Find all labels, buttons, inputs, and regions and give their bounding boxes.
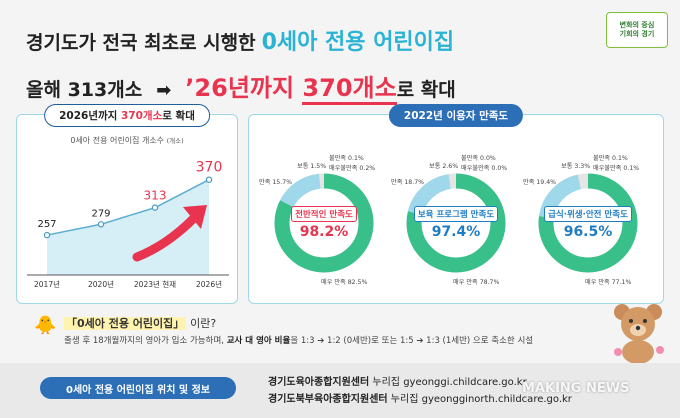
chart-point [97,221,105,228]
link1-url: gyeonggi.childcare.go.kr [403,377,527,388]
link2-label: 누리집 [390,394,419,405]
definition-title-rest: 이란? [190,317,217,330]
link2-url: gyeongginorth.childcare.go.kr [421,394,572,405]
satisfaction-card: 2022년 이용자 만족도 전반적인 만족도 98.2% 매우불만족 0.2% 불만족… [248,104,664,304]
donut-annotation: 만족 18.7% [391,179,425,186]
link-gyeonggi[interactable]: 경기도육아종합지원센터 누리집 gyeonggi.childcare.go.kr [268,373,527,388]
headline-big-year: ’26년까지 [185,74,295,102]
link1-name: 경기도육아종합지원센터 [268,377,370,388]
donut-annotation: 불만족 0.1% [593,155,628,162]
chart-data-label: 313 [144,189,167,203]
headline-line1-prefix: 경기도가 전국 최초로 시행한 [26,32,256,54]
donut-percent: 96.5% [563,224,613,240]
donut-annotation: 보통 2.6% [429,163,459,170]
definition-desc-suffix: 을 1:3 ➔ 1:2 (0세반)로 또는 1:5 ➔ 1:3 (1세반) 으로… [290,336,534,346]
donut-annotation: 보통 1.5% [297,163,327,170]
chart-subtitle: 0세아 전용 어린이집 개소수 (개소) [17,135,237,146]
watermark: MAKING NEWS [522,381,630,396]
donut-percent: 98.2% [299,224,349,240]
donut-label: 보육 프로그램 만족도 [413,206,499,222]
donut-center: 보육 프로그램 만족도 97.4% [413,195,499,251]
count-pill-suffix: 로 확대 [162,110,195,122]
definition-desc-bold: 교사 대 영아 비율 [226,336,291,346]
chart-point [43,231,51,239]
donut-annotation: 보통 3.3% [561,163,591,170]
donut-overall: 전반적인 만족도 98.2% 매우불만족 0.2% 불만족 0.1% 보통 1.5% 만족… [259,145,389,295]
headline-line2-prefix: 올해 313개소 [26,79,143,101]
logo-line1: 변화의 중심 [619,21,655,30]
duck-icon: 🐥 [34,315,57,336]
chart-subtitle-text: 0세아 전용 어린이집 개소수 [70,136,165,145]
donut-annotation: 매우 만족 78.7% [453,279,500,286]
count-pill-prefix: 2026년까지 [59,110,118,122]
trend-arrow-icon [132,214,198,262]
chart-data-label: 257 [37,219,56,230]
headline-line1: 경기도가 전국 최초로 시행한 0세아 전용 어린이집 [26,24,586,56]
donut-segment-very-satisfied [538,173,638,273]
donut-annotation: 매우불만족 0.0% [461,165,508,172]
headline-big: ’26년까지 370개소로 확대 [185,68,456,105]
chart-data-label: 370 [196,160,223,176]
donut-segment-very-satisfied [274,173,374,273]
headline-big-count: 370개소 [302,74,397,105]
donut-annotation: 매우불만족 0.1% [593,165,640,172]
chart-tick-label: 2020년 [88,279,114,289]
donut-center: 전반적인 만족도 98.2% [284,195,364,251]
donut-annotation: 불만족 0.0% [461,155,496,162]
headline-line1-highlight: 0세아 전용 어린이집 [261,30,455,55]
chart-line [46,179,210,236]
link-gyeonggi-north[interactable]: 경기도북부육아종합지원센터 누리집 gyeongginorth.childcar… [268,390,572,405]
definition-title-highlight: 「0세아 전용 어린이집」 [64,317,187,330]
donut-annotation: 불만족 0.1% [329,155,364,162]
chart-tick-label: 2026년 [196,279,222,289]
donut-label: 전반적인 만족도 [291,206,357,222]
headline-line2-tail: 로 확대 [396,79,456,101]
chart-data-label: 279 [91,208,110,219]
teddy-bear-illustration [614,304,664,364]
chart-area [47,179,209,275]
donut-annotation: 만족 19.4% [523,179,557,186]
donut-percent: 97.4% [431,224,481,240]
chart-tick-label: 2017년 [34,279,60,289]
chart-point [205,176,213,183]
donut-annotation: 만족 15.7% [259,179,293,186]
count-card: 2026년까지 370개소로 확대 0세아 전용 어린이집 개소수 (개소) 2… [16,104,238,304]
satisfaction-card-pill: 2022년 이용자 만족도 [388,104,524,127]
donut-annotation: 매우불만족 0.2% [329,165,376,172]
definition-desc-prefix: 출생 후 18개월까지의 영아가 입소 가능하며, [64,336,224,346]
donut-safety: 급식·위생·안전 만족도 96.5% 매우불만족 0.1% 불만족 0.1% 보통 3.… [523,145,653,295]
trend-arrow-head-icon [183,205,207,229]
link2-name: 경기도북부육아종합지원센터 [268,394,388,405]
gyeonggi-logo: 변화의 중심 기회의 경기 [606,12,668,48]
count-pill-accent: 370개소 [120,110,163,122]
donut-label: 급식·위생·안전 만족도 [544,206,632,222]
donut-annotation: 매우 만족 77.1% [585,279,632,286]
headline: 경기도가 전국 최초로 시행한 0세아 전용 어린이집 올해 313개소 ➡ ’… [26,24,586,105]
line-chart: 257 2017년 279 2020년 313 2023년 현재 370 2026년 [27,160,229,289]
count-card-pill: 2026년까지 370개소로 확대 [44,104,210,127]
chart-unit: (개소) [166,137,184,145]
chart-point [151,204,159,211]
footer-bar: 0세아 전용 어린이집 위치 및 정보 경기도육아종합지원센터 누리집 gyeo… [0,363,680,418]
headline-line2: 올해 313개소 ➡ ’26년까지 370개소로 확대 [26,68,586,105]
donut-program: 보육 프로그램 만족도 97.4% 매우불만족 0.0% 불만족 0.0% 보통 2.6… [391,145,521,295]
link1-label: 누리집 [372,377,400,388]
donut-segment-very-satisfied [406,173,506,273]
chart-tick-label: 2023년 현재 [134,279,176,289]
location-info-button[interactable]: 0세아 전용 어린이집 위치 및 정보 [40,377,236,399]
donut-center: 급식·위생·안전 만족도 96.5% [544,195,632,251]
definition-desc: 출생 후 18개월까지의 영아가 입소 가능하며, 교사 대 영아 비율을 1:… [64,334,533,346]
donut-ring [406,173,506,273]
donut-ring [538,173,638,273]
arrow-right-icon: ➡ [156,80,172,101]
logo-line2: 기회의 경기 [619,30,655,38]
donut-ring [274,173,374,273]
donut-annotation: 매우 만족 82.5% [321,279,368,286]
definition-title: 「0세아 전용 어린이집」 이란? [64,315,216,331]
